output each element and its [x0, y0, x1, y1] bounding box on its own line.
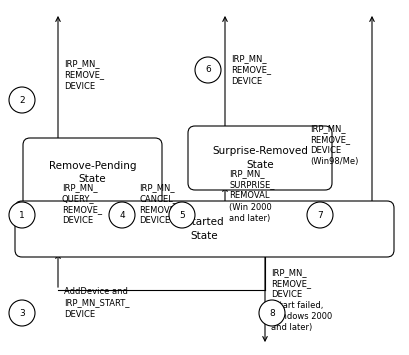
Text: 8: 8 — [268, 308, 274, 317]
Text: IRP_MN_
REMOVE_
DEVICE
(Start failed,
Windows 2000
and later): IRP_MN_ REMOVE_ DEVICE (Start failed, Wi… — [270, 268, 331, 332]
FancyBboxPatch shape — [15, 201, 393, 257]
Circle shape — [9, 202, 35, 228]
Text: 1: 1 — [19, 211, 25, 219]
Text: IRP_MN_
REMOVE_
DEVICE
(Win98/Me): IRP_MN_ REMOVE_ DEVICE (Win98/Me) — [309, 124, 357, 166]
Text: IRP_MN_
SURPRISE_
REMOVAL
(Win 2000
and later): IRP_MN_ SURPRISE_ REMOVAL (Win 2000 and … — [229, 169, 274, 223]
Circle shape — [9, 300, 35, 326]
Text: IRP_MN_
REMOVE_
DEVICE: IRP_MN_ REMOVE_ DEVICE — [64, 59, 104, 91]
Text: 5: 5 — [179, 211, 184, 219]
Text: 7: 7 — [316, 211, 322, 219]
Text: 3: 3 — [19, 308, 25, 317]
Circle shape — [306, 202, 332, 228]
Text: AddDevice and
IRP_MN_START_
DEVICE: AddDevice and IRP_MN_START_ DEVICE — [64, 288, 129, 318]
FancyBboxPatch shape — [23, 138, 162, 207]
Circle shape — [109, 202, 135, 228]
Text: Surprise-Removed
State: Surprise-Removed State — [211, 146, 307, 170]
Circle shape — [9, 87, 35, 113]
Circle shape — [258, 300, 284, 326]
Text: IRP_MN_
REMOVE_
DEVICE: IRP_MN_ REMOVE_ DEVICE — [230, 54, 270, 86]
Text: IRP_MN_
QUERY_
REMOVE_
DEVICE: IRP_MN_ QUERY_ REMOVE_ DEVICE — [62, 183, 102, 225]
Circle shape — [195, 57, 220, 83]
Text: IRP_MN_
CANCEL_
REMOVE_
DEVICE: IRP_MN_ CANCEL_ REMOVE_ DEVICE — [139, 183, 179, 225]
Text: 2: 2 — [19, 95, 25, 104]
Circle shape — [169, 202, 195, 228]
Text: Remove-Pending
State: Remove-Pending State — [49, 161, 136, 184]
Text: Started
State: Started State — [185, 217, 223, 241]
FancyBboxPatch shape — [188, 126, 331, 190]
Text: 4: 4 — [119, 211, 124, 219]
Text: 6: 6 — [204, 66, 210, 75]
